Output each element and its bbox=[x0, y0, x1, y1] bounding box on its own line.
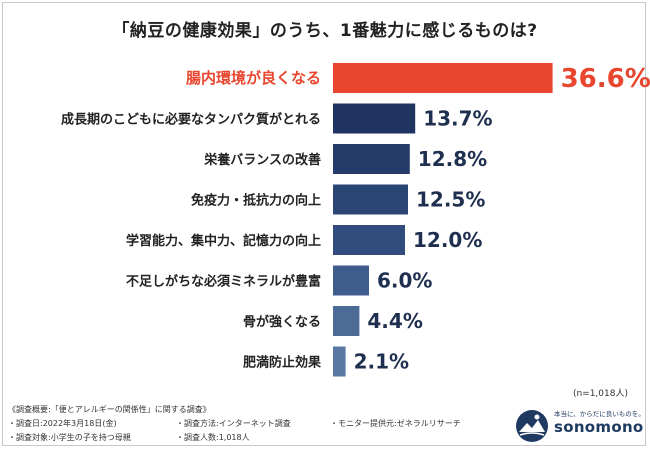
bar bbox=[333, 225, 405, 255]
value-label: 6.0% bbox=[377, 269, 432, 293]
bar bbox=[333, 306, 360, 336]
logo-brand: sonomono bbox=[554, 418, 644, 436]
value-label: 12.0% bbox=[413, 228, 482, 252]
value-label: 12.8% bbox=[418, 147, 487, 171]
value-label: 13.7% bbox=[423, 107, 492, 131]
category-label: 栄養バランスの改善 bbox=[203, 152, 321, 168]
survey-date: ・調査日:2022年3月18日(金) bbox=[8, 419, 117, 428]
bar-chart: 腸内環境が良くなる 36.6% 成長期のこどもに必要なタンパク質がとれる 13.7% 栄… bbox=[61, 63, 650, 377]
survey-method: ・調査方法:インターネット調査 bbox=[176, 419, 291, 428]
category-label: 肥満防止効果 bbox=[243, 355, 321, 371]
bar bbox=[333, 144, 410, 174]
value-label: 12.5% bbox=[416, 188, 485, 212]
category-label: 学習能力、集中力、記憶力の向上 bbox=[126, 233, 321, 249]
category-label: 成長期のこどもに必要なタンパク質がとれる bbox=[61, 112, 321, 128]
value-label: 4.4% bbox=[367, 309, 422, 333]
bar bbox=[333, 265, 369, 296]
bar bbox=[333, 103, 416, 134]
bar bbox=[333, 184, 408, 215]
sonomono-logo: 本当に、からだに良いものを。 sonomono bbox=[514, 408, 645, 444]
survey-header: 《調査概要:「便とアレルギーの関係性」に関する調査》 bbox=[8, 405, 211, 414]
chart-frame bbox=[2, 2, 646, 446]
survey-provider: ・モニター提供元:ゼネラルリサーチ bbox=[330, 419, 461, 428]
bar bbox=[333, 63, 553, 93]
category-label: 腸内環境が良くなる bbox=[186, 69, 321, 87]
chart-title: 「納豆の健康効果」のうち、1番魅力に感じるものは? bbox=[112, 21, 538, 41]
survey-target: ・調査対象:小学生の子を持つ母親 bbox=[8, 433, 131, 442]
value-label: 2.1% bbox=[354, 350, 409, 374]
value-label: 36.6% bbox=[561, 64, 650, 94]
survey-count: ・調査人数:1,018人 bbox=[176, 433, 250, 442]
category-label: 免疫力・抵抗力の向上 bbox=[191, 193, 321, 209]
category-label: 不足しがちな必須ミネラルが豊富 bbox=[126, 274, 321, 290]
mountain-sun-logo-icon bbox=[516, 410, 548, 442]
logo-tagline: 本当に、からだに良いものを。 bbox=[554, 410, 645, 418]
sample-size-note: (n=1,018人) bbox=[572, 389, 628, 399]
category-label: 骨が強くなる bbox=[243, 314, 321, 330]
bar bbox=[333, 346, 346, 377]
